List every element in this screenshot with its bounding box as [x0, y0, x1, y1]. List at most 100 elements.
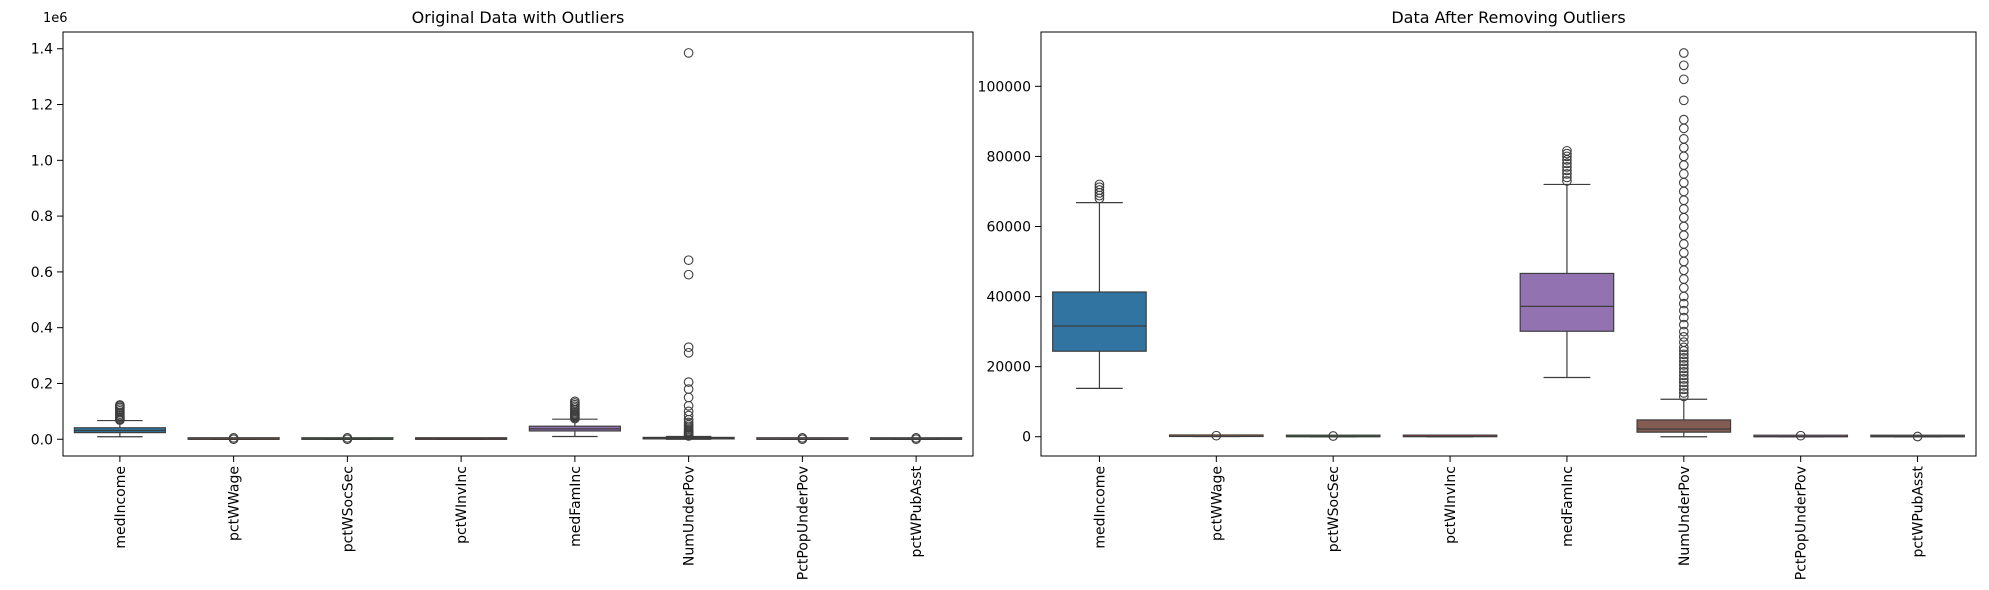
box-pctWSocSec	[1285, 431, 1381, 441]
outlier-point	[1678, 367, 1689, 377]
outlier-point	[1678, 74, 1689, 85]
outlier-point	[1678, 114, 1689, 125]
outlier-point	[1678, 337, 1689, 347]
box-PctPopUnderPov	[756, 433, 849, 445]
outlier-point	[1678, 377, 1689, 388]
outlier-point	[797, 433, 808, 443]
box-PctPopUnderPov	[1753, 430, 1849, 441]
y-tick-label: 100000	[978, 79, 1031, 95]
outlier-point	[1678, 142, 1689, 153]
outlier-point	[1562, 145, 1572, 156]
outlier-point	[1562, 169, 1572, 179]
outlier-point	[1678, 332, 1689, 342]
y-tick-label: 20000	[986, 360, 1031, 376]
outlier-point	[1678, 326, 1689, 337]
x-tick-label: medFamInc	[568, 466, 584, 547]
outlier-point	[1678, 342, 1689, 353]
outlier-point	[683, 347, 694, 358]
outlier-point	[1678, 169, 1689, 179]
chart-title: Data After Removing Outliers	[1391, 8, 1625, 27]
outlier-point	[1562, 176, 1572, 186]
outlier-point	[115, 400, 125, 410]
box-medIncome	[1052, 179, 1147, 389]
outlier-point	[1678, 221, 1689, 232]
x-tick-label: medIncome	[113, 466, 129, 549]
outlier-point	[1562, 158, 1572, 169]
y-tick-label: 80000	[986, 149, 1031, 165]
outlier-point	[1678, 60, 1689, 71]
outlier-point	[1678, 204, 1689, 214]
outlier-point	[683, 255, 694, 266]
outlier-point	[1678, 151, 1689, 162]
outlier-point	[1678, 298, 1689, 309]
box-pctWInvInc	[415, 437, 508, 440]
outlier-point	[1678, 363, 1689, 374]
x-tick-label: pctWWage	[227, 466, 243, 541]
box-medFamInc	[1519, 145, 1615, 379]
outlier-point	[228, 433, 239, 443]
outlier-point	[1678, 212, 1689, 223]
outlier-point	[1562, 165, 1572, 176]
box-pctWWage	[187, 433, 280, 445]
outlier-point	[1678, 239, 1689, 249]
box-medFamInc	[528, 396, 621, 438]
outlier-point	[1678, 160, 1689, 171]
box-pctWWage	[1168, 430, 1264, 441]
outlier-point	[1678, 305, 1689, 316]
x-tick-label: pctWWage	[1209, 466, 1225, 541]
outlier-point	[683, 269, 694, 280]
outlier-point	[1678, 177, 1689, 188]
outlier-point	[1678, 349, 1689, 360]
box-iqr	[1052, 291, 1147, 352]
y-tick-label: 1.0	[31, 153, 53, 169]
outlier-point	[1678, 370, 1689, 381]
outlier-point	[1678, 186, 1689, 197]
chart-title: Original Data with Outliers	[412, 8, 625, 27]
outlier-point	[1678, 384, 1689, 395]
outlier-point	[1678, 256, 1689, 267]
outlier-point	[1678, 388, 1689, 398]
outlier-point	[1678, 48, 1689, 58]
outlier-point	[1678, 265, 1689, 276]
y-tick-label: 0.2	[31, 376, 53, 392]
y-tick-label: 40000	[986, 290, 1031, 306]
y-tick-label: 1.4	[31, 42, 53, 58]
box-medIncome	[73, 400, 166, 438]
axis-scale-label: 1e6	[43, 11, 68, 26]
outlier-point	[1678, 274, 1689, 284]
outlier-point	[911, 433, 921, 443]
x-tick-label: pctWSocSec	[1326, 466, 1342, 552]
outlier-point	[683, 377, 694, 387]
x-tick-label: pctWInvInc	[454, 466, 470, 544]
box-NumUnderPov	[1636, 48, 1732, 438]
outlier-point	[1678, 230, 1689, 241]
outlier-point	[1912, 431, 1923, 442]
y-tick-label: 60000	[986, 219, 1031, 235]
plot-frame	[1040, 31, 1977, 457]
outlier-point	[683, 384, 694, 394]
outlier-point	[683, 410, 694, 421]
x-tick-label: medIncome	[1092, 466, 1108, 549]
box-iqr	[1519, 272, 1615, 332]
outlier-point	[570, 396, 580, 407]
x-tick-label: PctPopUnderPov	[795, 466, 811, 580]
x-tick-label: pctWPubAsst	[1911, 465, 1927, 557]
outlier-point	[1678, 312, 1689, 323]
box-iqr	[1636, 419, 1732, 433]
y-tick-label: 0.6	[31, 265, 53, 281]
outlier-point	[683, 48, 694, 58]
outlier-point	[1211, 430, 1222, 441]
outlier-point	[1562, 172, 1572, 183]
outlier-point	[1678, 353, 1689, 363]
x-tick-label: pctWInvInc	[1443, 466, 1459, 544]
outlier-point	[1328, 431, 1339, 441]
box-pctWPubAsst	[870, 433, 963, 445]
outlier-point	[1562, 148, 1572, 159]
x-tick-label: PctPopUnderPov	[1794, 466, 1810, 580]
x-tick-label: pctWPubAsst	[909, 465, 925, 557]
box-pctWSocSec	[301, 433, 394, 445]
outlier-point	[1094, 182, 1105, 193]
outlier-point	[1678, 381, 1689, 391]
outlier-point	[683, 342, 694, 353]
